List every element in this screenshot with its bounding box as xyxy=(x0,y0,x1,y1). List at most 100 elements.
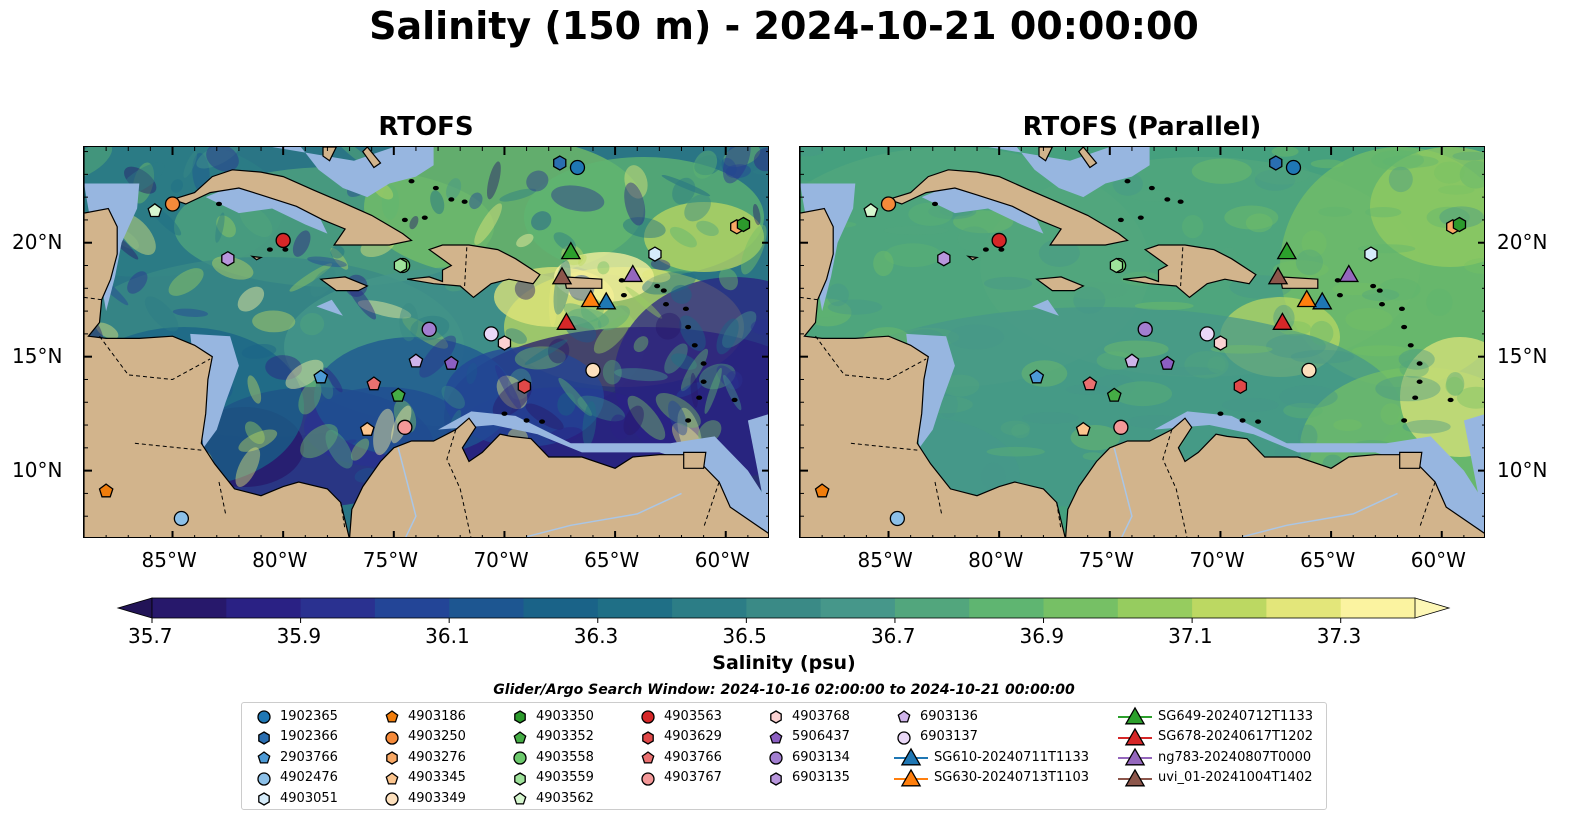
float-marker-6903137[interactable] xyxy=(1199,326,1215,342)
legend-item: 1902365 xyxy=(254,706,338,726)
legend-marker-icon xyxy=(385,710,399,723)
float-marker-4903766[interactable] xyxy=(366,376,382,391)
float-marker-4903352[interactable] xyxy=(1106,387,1122,402)
legend-item-label: 1902365 xyxy=(280,708,338,724)
map-rtofs-parallel[interactable] xyxy=(799,146,1485,538)
island xyxy=(931,201,938,207)
float-marker-4903562[interactable] xyxy=(863,202,879,218)
island xyxy=(1148,185,1155,191)
map-rtofs[interactable] xyxy=(83,146,769,538)
search-window-text: Glider/Argo Search Window: 2024-10-16 02… xyxy=(493,682,1075,698)
float-marker-uvi_01-20241004T1402[interactable] xyxy=(551,266,573,285)
legend-item: 4903767 xyxy=(638,768,722,788)
float-marker-4903349[interactable] xyxy=(1301,362,1317,378)
float-marker-4903563[interactable] xyxy=(275,232,291,249)
lon-tick-label: 60°W xyxy=(694,548,750,572)
shelf-atlantic xyxy=(747,414,768,525)
float-marker-1902365[interactable] xyxy=(569,159,586,176)
float-marker-ng783-20240807T0000[interactable] xyxy=(622,264,644,283)
float-marker-4903250[interactable] xyxy=(880,196,897,212)
legend-item: 6903137 xyxy=(894,727,978,747)
float-marker-4903352[interactable] xyxy=(390,387,406,402)
float-marker-SG610-20240711T1133[interactable] xyxy=(596,291,617,310)
island xyxy=(1137,215,1144,220)
shelf-bahamasBank xyxy=(988,147,1150,198)
float-marker-1902366[interactable] xyxy=(1269,155,1283,171)
island xyxy=(682,306,689,312)
float-marker-4903345[interactable] xyxy=(359,421,375,436)
float-marker-4902476[interactable] xyxy=(173,510,190,527)
float-marker-4903350[interactable] xyxy=(1452,216,1467,233)
float-marker-uvi_01-20241004T1402[interactable] xyxy=(1267,266,1289,285)
lon-tick-label: 75°W xyxy=(1078,548,1135,572)
float-marker-6903137[interactable] xyxy=(483,326,499,342)
float-marker-4903349[interactable] xyxy=(585,362,601,378)
float-marker-4903629[interactable] xyxy=(517,378,532,395)
float-marker-4903766[interactable] xyxy=(1082,376,1098,391)
float-marker-SG630-20240713T1103[interactable] xyxy=(580,289,601,308)
colorbar-tick-label: 35.7 xyxy=(128,624,173,648)
float-marker-4903186[interactable] xyxy=(814,483,830,498)
float-marker-4903767[interactable] xyxy=(1113,419,1129,435)
float-marker-4903767[interactable] xyxy=(397,419,413,435)
legend-marker-icon xyxy=(897,730,911,745)
island xyxy=(1376,288,1383,293)
float-marker-4903768[interactable] xyxy=(497,335,512,351)
float-marker-SG649-20240712T1133[interactable] xyxy=(1276,241,1298,260)
legend-marker-icon xyxy=(513,792,527,805)
float-marker-6903134[interactable] xyxy=(1137,321,1153,337)
float-marker-4903250[interactable] xyxy=(164,196,181,212)
island xyxy=(1370,283,1377,289)
legend-marker-icon xyxy=(1118,727,1152,746)
legend-item: 4903558 xyxy=(510,747,594,767)
island xyxy=(421,215,428,220)
float-marker-5906437[interactable] xyxy=(443,355,459,370)
float-marker-SG610-20240711T1133[interactable] xyxy=(1312,291,1333,310)
legend-marker-icon xyxy=(385,730,399,745)
float-marker-1902366[interactable] xyxy=(553,155,567,171)
legend-item: 2903766 xyxy=(254,747,338,767)
float-marker-4903768[interactable] xyxy=(1213,335,1228,351)
float-marker-5906437[interactable] xyxy=(1159,355,1175,370)
float-marker-4903559[interactable] xyxy=(393,257,408,274)
float-marker-4902476[interactable] xyxy=(889,510,906,527)
legend-item-label: 4903352 xyxy=(536,729,594,745)
float-marker-SG678-20240617T1202[interactable] xyxy=(1272,312,1293,330)
float-marker-4903629[interactable] xyxy=(1233,378,1248,395)
island xyxy=(700,379,707,384)
float-marker-SG630-20240713T1103[interactable] xyxy=(1296,289,1317,308)
float-marker-6903136[interactable] xyxy=(408,353,424,368)
float-marker-6903135[interactable] xyxy=(937,250,951,267)
island xyxy=(408,178,415,184)
float-marker-4903345[interactable] xyxy=(1075,421,1091,436)
colorbar-extend-max xyxy=(1414,597,1451,619)
shelf-bahamasBank xyxy=(272,147,434,198)
float-marker-1902365[interactable] xyxy=(1285,159,1302,176)
float-marker-6903136[interactable] xyxy=(1124,353,1140,368)
float-marker-2903766[interactable] xyxy=(313,369,329,384)
colorbar-bin xyxy=(969,598,1044,618)
float-marker-2903766[interactable] xyxy=(1029,369,1045,384)
lon-tick-label: 70°W xyxy=(1189,548,1245,572)
float-marker-4903563[interactable] xyxy=(991,232,1007,249)
island xyxy=(1117,217,1124,223)
island xyxy=(282,247,289,252)
float-marker-6903135[interactable] xyxy=(221,250,235,267)
colorbar-bin xyxy=(300,598,376,618)
float-marker-4903562[interactable] xyxy=(147,202,163,218)
float-marker-4903051[interactable] xyxy=(1364,246,1378,262)
colorbar-tick-label: 36.5 xyxy=(722,624,767,648)
legend-item: 4903562 xyxy=(510,788,594,808)
lon-tick-label: 80°W xyxy=(968,548,1024,572)
float-marker-SG649-20240712T1133[interactable] xyxy=(560,241,582,260)
float-marker-6903134[interactable] xyxy=(421,321,437,337)
float-marker-4903186[interactable] xyxy=(98,483,114,498)
island xyxy=(1217,411,1224,416)
legend-marker-icon xyxy=(258,792,270,807)
float-marker-4903559[interactable] xyxy=(1109,257,1124,274)
float-marker-4903051[interactable] xyxy=(648,246,662,262)
float-marker-4903350[interactable] xyxy=(736,216,751,233)
legend-item: 4903051 xyxy=(254,788,338,808)
float-marker-ng783-20240807T0000[interactable] xyxy=(1338,264,1360,283)
float-marker-SG678-20240617T1202[interactable] xyxy=(556,312,577,330)
